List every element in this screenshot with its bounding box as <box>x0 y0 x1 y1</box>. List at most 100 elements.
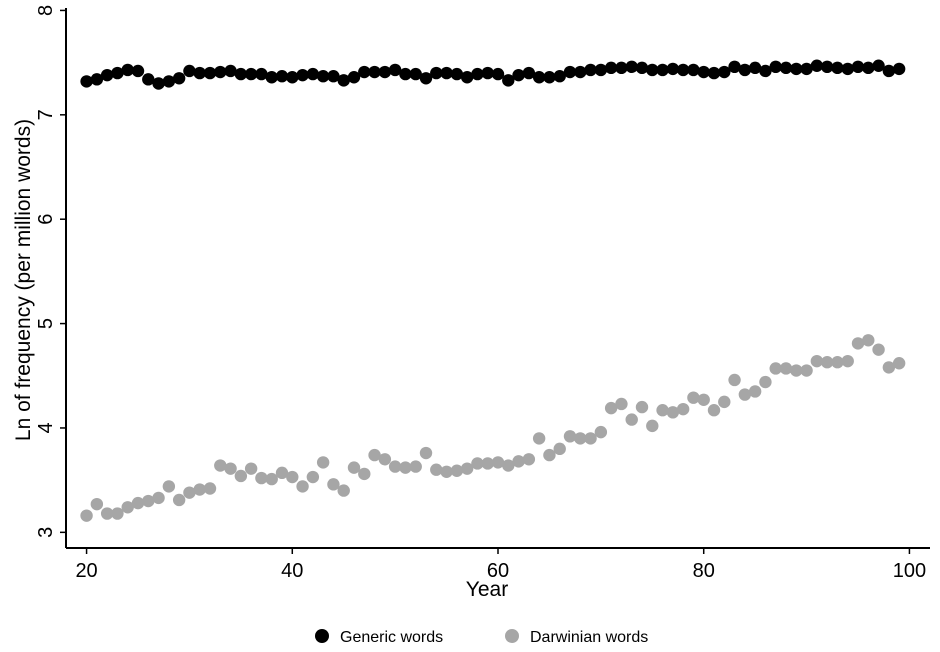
data-point <box>656 63 669 77</box>
data-point <box>152 491 165 505</box>
data-point <box>594 425 608 439</box>
plot-area: 20 40 60 80 100 3 4 5 6 7 8 <box>35 5 930 582</box>
data-point <box>574 65 587 79</box>
legend-label-generic-words: Generic words <box>340 629 443 646</box>
data-point <box>316 69 330 83</box>
data-point <box>594 63 608 77</box>
data-point <box>656 404 669 417</box>
data-point <box>820 356 834 369</box>
data-point <box>399 461 412 474</box>
data-point <box>90 497 104 511</box>
data-point <box>80 509 93 522</box>
data-point <box>368 448 381 462</box>
data-point <box>882 361 896 374</box>
data-point <box>738 388 752 401</box>
data-point <box>440 66 453 80</box>
data-point <box>172 493 186 507</box>
data-point <box>790 62 803 76</box>
data-point <box>831 61 844 75</box>
data-point <box>862 334 875 347</box>
data-point <box>851 60 865 74</box>
data-point <box>100 68 114 82</box>
x-axis-title: Year <box>466 578 508 601</box>
data-point <box>275 466 289 480</box>
data-point <box>759 64 772 78</box>
data-point <box>790 364 803 377</box>
data-point <box>841 354 854 368</box>
data-point <box>872 343 885 356</box>
x-tick-label: 100 <box>893 560 926 582</box>
data-point <box>142 73 155 86</box>
data-point <box>347 461 361 474</box>
data-point <box>162 75 176 88</box>
data-point <box>214 459 227 472</box>
data-point <box>553 69 566 83</box>
data-point <box>419 446 433 460</box>
legend-marker-darwinian-words <box>505 629 519 643</box>
data-point <box>502 74 515 87</box>
data-point <box>430 463 443 476</box>
data-point <box>358 65 371 79</box>
data-point <box>193 483 206 496</box>
data-point <box>748 61 762 75</box>
y-ticks: 3 4 5 6 7 8 <box>35 5 66 538</box>
x-tick-label: 20 <box>75 560 97 582</box>
data-point <box>450 464 464 477</box>
data-point <box>450 67 464 81</box>
data-point <box>820 60 834 74</box>
data-point <box>779 61 793 75</box>
data-point <box>224 64 237 78</box>
series-darwinian-words <box>80 334 906 522</box>
data-point <box>265 472 278 486</box>
data-point <box>265 71 278 84</box>
x-ticks: 20 40 60 80 100 <box>75 548 926 582</box>
data-point <box>378 65 392 79</box>
data-point <box>718 395 731 409</box>
data-point <box>625 60 638 74</box>
data-point <box>563 65 577 79</box>
data-point <box>214 65 227 79</box>
data-point <box>172 72 186 85</box>
data-point <box>481 457 494 470</box>
data-point <box>697 65 710 79</box>
data-point <box>810 59 824 72</box>
data-point <box>337 74 350 87</box>
data-point <box>111 66 124 80</box>
data-point <box>131 496 145 510</box>
data-point <box>748 385 762 398</box>
data-point <box>358 467 371 481</box>
data-point <box>532 432 546 445</box>
data-point <box>697 393 710 406</box>
data-point <box>430 66 443 80</box>
data-point <box>378 453 392 466</box>
data-point <box>193 66 206 80</box>
data-point <box>800 62 813 76</box>
data-point <box>779 362 793 375</box>
data-point <box>388 460 402 473</box>
data-point <box>327 69 340 83</box>
data-point <box>676 402 690 416</box>
data-point <box>491 456 505 469</box>
data-point <box>399 67 412 81</box>
data-point <box>892 357 906 370</box>
data-point <box>275 69 289 83</box>
y-tick-label: 3 <box>35 527 57 538</box>
data-point <box>183 64 196 78</box>
series-layer <box>80 59 906 522</box>
data-point <box>522 453 536 466</box>
data-point <box>532 71 546 84</box>
data-point <box>543 448 556 462</box>
data-point <box>286 71 299 84</box>
data-point <box>481 66 494 80</box>
data-point <box>286 470 299 484</box>
data-point <box>646 63 659 77</box>
data-point <box>316 456 330 469</box>
data-point <box>687 391 700 404</box>
data-point <box>512 455 525 468</box>
data-point <box>615 397 628 411</box>
x-tick-label: 40 <box>281 560 303 582</box>
data-point <box>306 67 320 81</box>
data-point <box>100 507 114 520</box>
data-point <box>440 465 453 479</box>
